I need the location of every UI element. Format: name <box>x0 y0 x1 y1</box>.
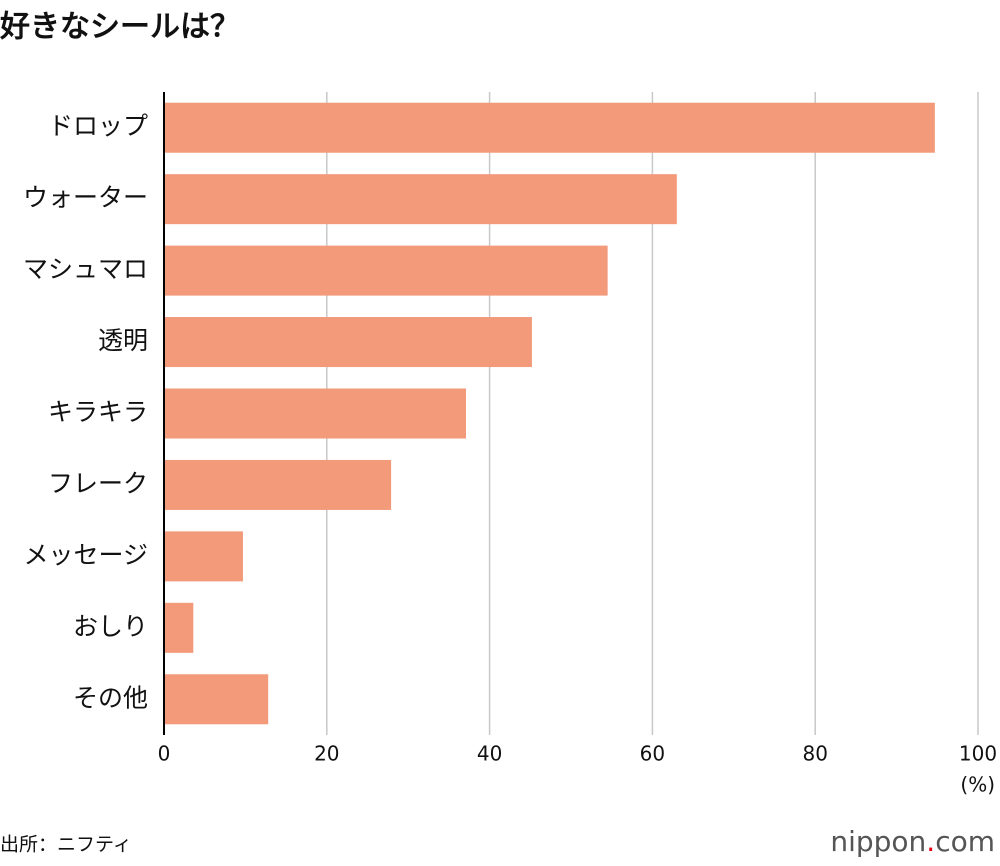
bar <box>164 674 269 725</box>
bar <box>164 602 194 653</box>
bar <box>164 459 392 510</box>
x-tick-label: 80 <box>802 742 827 766</box>
x-tick-label: 0 <box>158 742 171 766</box>
bar <box>164 174 677 225</box>
y-tick-label: キラキラ <box>48 398 148 427</box>
y-tick-label: フレーク <box>48 469 148 498</box>
logo-part: com <box>935 825 995 858</box>
y-tick-label: おしり <box>73 612 148 641</box>
chart-title: 好きなシールは？ <box>0 10 240 45</box>
x-axis-label: (%) <box>960 773 995 797</box>
y-tick-label: マシュマロ <box>23 255 148 284</box>
x-tick-label: 40 <box>477 742 502 766</box>
bar <box>164 102 935 153</box>
y-tick-label: 透明 <box>98 326 148 355</box>
y-tick-label: ウォーター <box>23 183 148 212</box>
logo: nippon.com <box>830 825 995 858</box>
bar <box>164 388 466 439</box>
bar <box>164 245 608 296</box>
x-tick-label: 60 <box>640 742 665 766</box>
x-tick-label: 20 <box>314 742 339 766</box>
y-tick-label: メッセージ <box>23 540 148 569</box>
y-tick-label: その他 <box>73 683 148 712</box>
y-tick-label: ドロップ <box>48 112 148 141</box>
bar <box>164 317 532 368</box>
source: 出所：ニフティ <box>0 834 132 856</box>
logo-part: . <box>926 825 935 858</box>
logo-part: nippon <box>830 825 926 858</box>
bar <box>164 531 243 582</box>
x-tick-label: 100 <box>959 742 997 766</box>
